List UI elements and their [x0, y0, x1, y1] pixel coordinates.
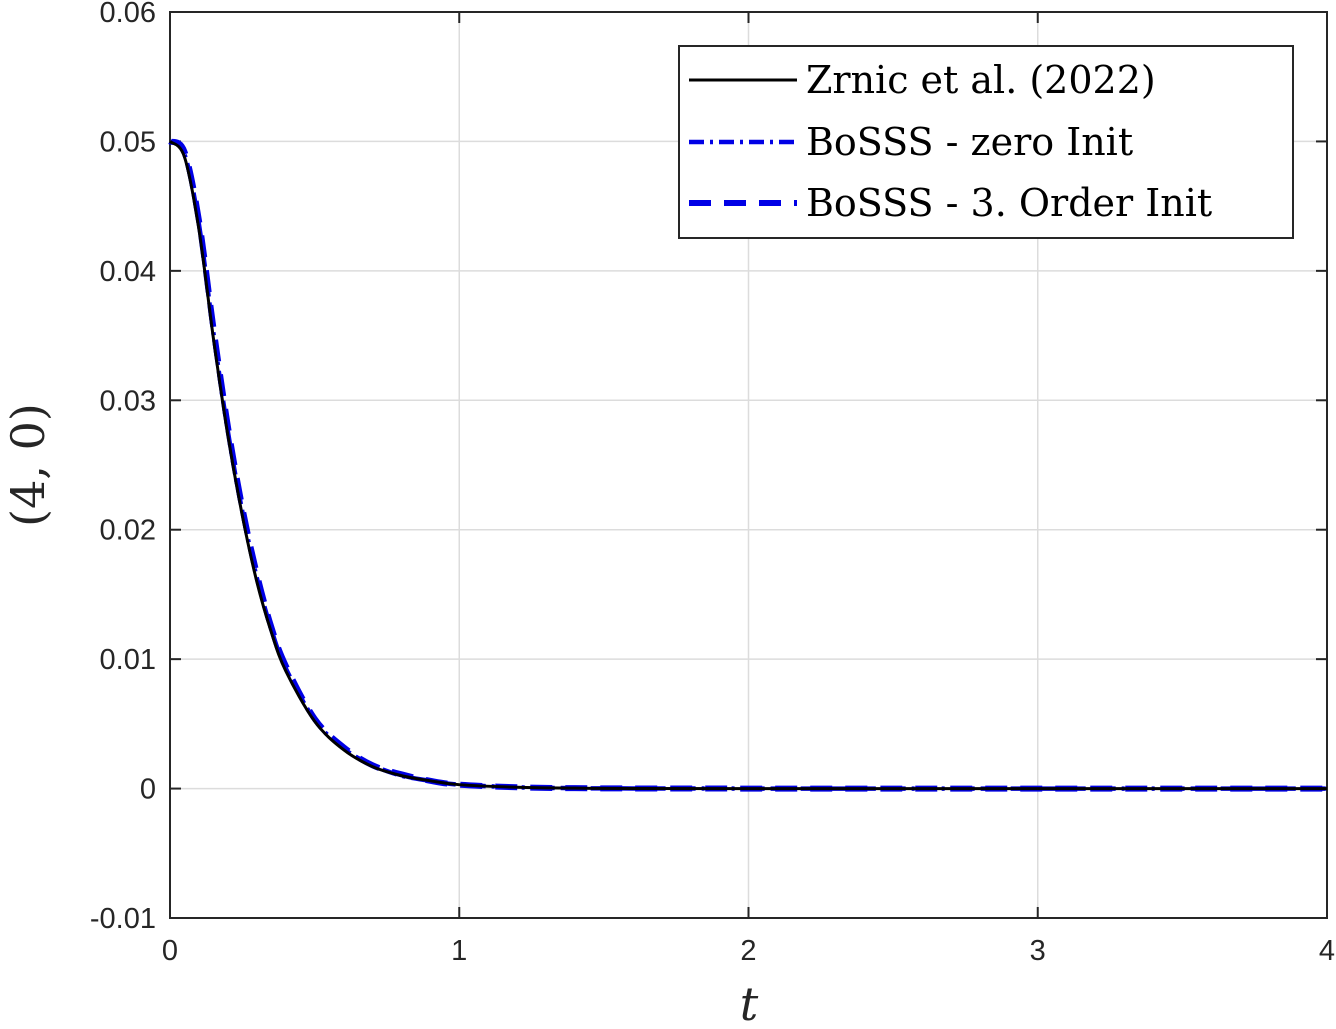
x-tick-label: 4 — [1319, 935, 1335, 967]
y-axis-label: (4, 0) — [1, 403, 55, 527]
y-tick-label: 0.02 — [100, 515, 156, 547]
x-tick-label: 3 — [1030, 935, 1046, 967]
legend-label-2: BoSSS - zero Init — [806, 120, 1133, 164]
x-tick-label: 0 — [162, 935, 178, 967]
y-tick-label: 0.05 — [100, 126, 156, 158]
y-tick-label: -0.01 — [90, 903, 156, 935]
x-tick-label: 1 — [451, 935, 467, 967]
axes — [169, 11, 1328, 919]
y-tick-label: 0.03 — [100, 385, 156, 417]
y-tick-label: 0.04 — [100, 256, 156, 288]
x-tick-label: 2 — [740, 935, 756, 967]
y-tick-label: 0.06 — [100, 0, 156, 29]
y-tick-label: 0.01 — [100, 644, 156, 676]
y-tick-label: 0 — [140, 774, 156, 806]
series-lines — [168, 138, 1327, 792]
legend-label-1: Zrnic et al. (2022) — [806, 58, 1156, 102]
series-line-1 — [168, 140, 1327, 791]
legend: Zrnic et al. (2022) BoSSS - zero Init BoSS… — [678, 45, 1294, 239]
x-axis-label: t — [740, 977, 759, 1029]
legend-label-3: BoSSS - 3. Order Init — [806, 181, 1212, 225]
